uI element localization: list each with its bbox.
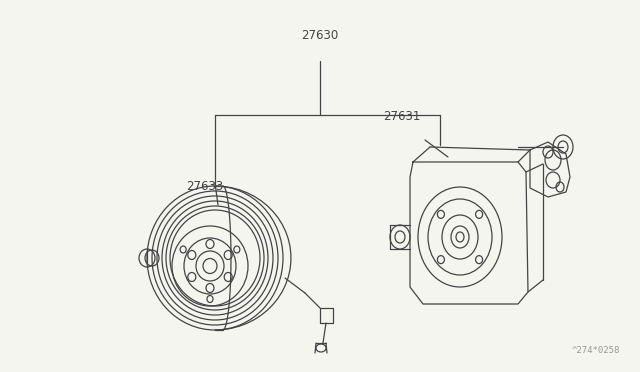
Text: 27633: 27633 (186, 180, 223, 193)
Text: 27631: 27631 (383, 110, 420, 123)
Text: 27630: 27630 (301, 29, 339, 42)
Text: ^274*0258: ^274*0258 (572, 346, 620, 355)
